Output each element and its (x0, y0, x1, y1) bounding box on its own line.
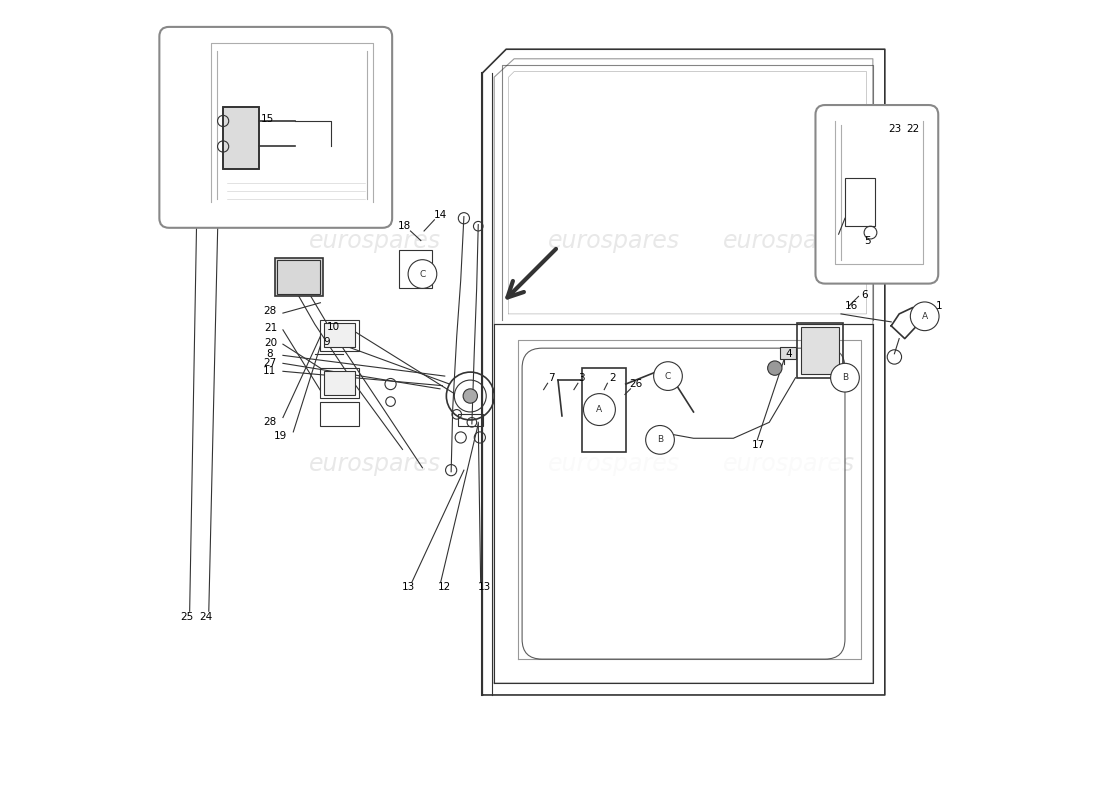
Bar (320, 320, 359, 350)
Text: 11: 11 (263, 366, 276, 375)
Text: B: B (842, 373, 848, 382)
Bar (323, 371, 355, 395)
Text: 28: 28 (263, 306, 276, 316)
Text: 13: 13 (478, 582, 492, 592)
Text: 6: 6 (861, 290, 868, 300)
Bar (458, 414, 483, 426)
Text: 18: 18 (398, 222, 411, 231)
Circle shape (768, 361, 782, 375)
Text: 20: 20 (264, 338, 277, 347)
Text: 1: 1 (936, 301, 943, 311)
Text: eurospares: eurospares (309, 229, 441, 253)
FancyBboxPatch shape (160, 27, 392, 228)
Circle shape (830, 363, 859, 392)
Text: C: C (664, 371, 671, 381)
Text: eurospares: eurospares (723, 452, 855, 476)
Text: 4: 4 (785, 349, 792, 358)
FancyBboxPatch shape (815, 105, 938, 284)
Text: A: A (596, 405, 603, 414)
Text: 7: 7 (548, 374, 554, 383)
Circle shape (463, 389, 477, 403)
Bar (320, 368, 359, 398)
Bar (798, 323, 844, 378)
Circle shape (911, 302, 939, 330)
Bar (277, 261, 320, 294)
Text: 21: 21 (264, 323, 277, 334)
Text: 17: 17 (752, 441, 766, 450)
Text: A: A (922, 312, 927, 321)
Text: eurospares: eurospares (548, 229, 680, 253)
Circle shape (653, 362, 682, 390)
Text: 25: 25 (180, 612, 194, 622)
Text: 15: 15 (261, 114, 274, 124)
Bar (398, 250, 432, 288)
Text: 10: 10 (327, 322, 340, 333)
Circle shape (408, 260, 437, 288)
Text: 19: 19 (274, 431, 287, 441)
Bar (845, 178, 876, 226)
Text: 23: 23 (888, 124, 901, 134)
Text: 9: 9 (323, 337, 330, 347)
Text: 5: 5 (864, 235, 870, 246)
Text: C: C (419, 270, 426, 278)
Text: 16: 16 (845, 301, 858, 311)
Circle shape (583, 394, 615, 426)
Text: 22: 22 (906, 124, 920, 134)
Text: 24: 24 (199, 612, 212, 622)
Text: 26: 26 (629, 379, 642, 389)
Text: 3: 3 (579, 374, 585, 383)
Circle shape (646, 426, 674, 454)
Text: eurospares: eurospares (548, 452, 680, 476)
Text: 8: 8 (266, 349, 273, 358)
Text: eurospares: eurospares (723, 229, 855, 253)
Text: 28: 28 (263, 417, 276, 426)
Bar (320, 402, 359, 426)
Bar (275, 258, 322, 296)
Text: 13: 13 (402, 582, 415, 592)
Bar (223, 106, 258, 169)
Bar (323, 323, 355, 347)
Text: 14: 14 (433, 210, 447, 220)
Bar (223, 106, 258, 169)
Text: 27: 27 (263, 358, 276, 367)
Bar (801, 327, 839, 374)
Text: 2: 2 (609, 374, 616, 383)
Bar (780, 347, 795, 358)
Text: B: B (657, 435, 663, 444)
Text: 12: 12 (438, 582, 451, 592)
Text: eurospares: eurospares (309, 452, 441, 476)
Bar (582, 368, 626, 452)
FancyBboxPatch shape (522, 348, 845, 659)
